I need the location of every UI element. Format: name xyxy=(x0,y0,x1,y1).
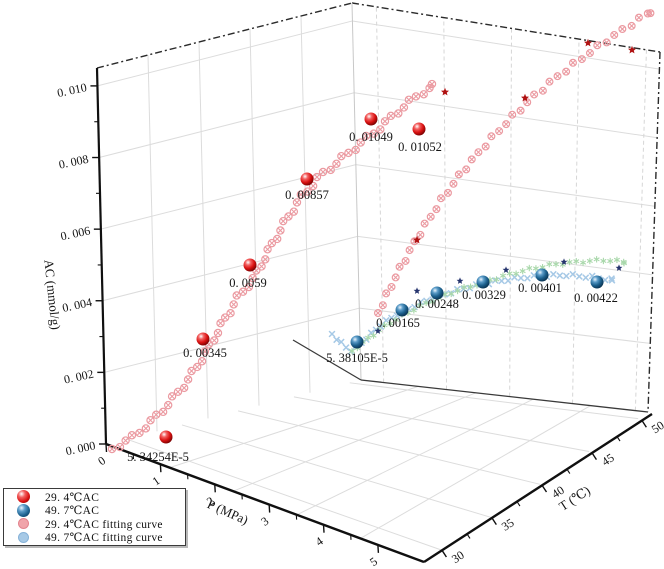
z-tick-label: 0. 004 xyxy=(61,295,93,315)
legend-item-label: 49. 7℃AC xyxy=(45,505,100,518)
legend-item: 49. 7℃AC xyxy=(4,503,185,518)
blue-data-point xyxy=(430,286,444,300)
legend-marker-box xyxy=(12,531,34,543)
blue-point-label: 0. 00165 xyxy=(376,316,420,330)
red-star-markers xyxy=(413,38,636,244)
red-data-point xyxy=(412,122,426,136)
blue-point-label: 0. 00329 xyxy=(462,288,506,302)
p-axis-title: P (MPa) xyxy=(205,496,251,527)
p-tick-label: 1 xyxy=(150,473,163,488)
blue-data-point xyxy=(350,335,364,349)
blue-data-point xyxy=(395,303,409,317)
lightred-fit-marker-icon xyxy=(17,518,29,530)
z-axis-title: AC (mmol/g) xyxy=(41,259,63,331)
lightblue-fit-marker-icon xyxy=(17,531,29,543)
z-tick-label: 0. 008 xyxy=(58,152,90,172)
red-data-point xyxy=(243,258,257,272)
red-wall-fitting-curve xyxy=(374,9,655,318)
t-tick-label: 45 xyxy=(599,450,617,468)
blue-data-point xyxy=(535,268,549,282)
red-sphere-icon xyxy=(16,490,30,504)
red-data-point xyxy=(300,172,314,186)
point-value-labels: 5. 34254E-5 0. 00345 0. 0059 0. 00857 0. 010… xyxy=(127,130,618,464)
legend-item-label: 29. 4℃AC fitting curve xyxy=(45,518,163,531)
legend-marker-box xyxy=(12,490,34,504)
blue-data-point xyxy=(590,275,604,289)
wall-and-floor-grid xyxy=(97,6,660,551)
z-tick-label: 0. 010 xyxy=(56,80,88,100)
legend-marker-box xyxy=(12,503,34,517)
blue-sphere-icon xyxy=(16,503,30,517)
t-tick-label: 35 xyxy=(499,515,517,533)
legend-item: 29. 4℃AC xyxy=(4,490,185,504)
red-fitting-curve xyxy=(107,79,437,454)
blue-fitting-curve xyxy=(328,270,616,355)
legend-marker-box xyxy=(12,518,34,530)
z-tick-label: 0. 006 xyxy=(59,223,91,243)
legend-item-label: 49. 7℃AC fitting curve xyxy=(45,532,163,545)
green-fitting-curve xyxy=(348,256,628,355)
t-tick-label: 30 xyxy=(449,548,467,566)
t-tick-label: 50 xyxy=(649,418,664,436)
blue-point-label: 0. 00248 xyxy=(415,297,459,311)
legend-item: 49. 7℃AC fitting curve xyxy=(4,531,185,545)
p-tick-label: 4 xyxy=(313,534,326,549)
legend-item-label: 29. 4℃AC xyxy=(45,491,100,504)
navy-star-markers xyxy=(374,258,623,334)
red-data-spheres xyxy=(159,112,426,444)
z-tick-label: 0. 000 xyxy=(64,438,96,458)
p-tick-label: 3 xyxy=(258,514,271,529)
red-data-point xyxy=(364,112,378,126)
red-point-label: 0. 01052 xyxy=(398,140,442,154)
z-axis: 0. 000 0. 002 0. 004 0. 006 0. 008 0. 010 AC (… xyxy=(41,67,108,458)
red-data-point xyxy=(196,332,210,346)
z-tick-label: 0. 002 xyxy=(63,367,95,387)
legend: 29. 4℃AC 49. 7℃AC 29. 4℃AC fitting curve… xyxy=(3,488,186,546)
legend-item: 29. 4℃AC fitting curve xyxy=(4,517,185,531)
red-data-point xyxy=(159,430,173,444)
red-point-label: 0. 0059 xyxy=(229,276,267,290)
red-point-label: 0. 00857 xyxy=(285,188,329,202)
blue-point-label: 0. 00422 xyxy=(574,291,618,305)
p-tick-label: 0 xyxy=(95,453,108,468)
blue-point-label: 5. 38105E-5 xyxy=(326,351,388,365)
blue-data-spheres xyxy=(350,268,604,349)
red-point-label: 0. 00345 xyxy=(183,346,227,360)
p-tick-label: 5 xyxy=(367,554,380,569)
red-point-label: 0. 01049 xyxy=(349,130,393,144)
red-point-label: 5. 34254E-5 xyxy=(127,450,189,464)
blue-data-point xyxy=(476,275,490,289)
blue-point-label: 0. 00401 xyxy=(518,281,562,295)
